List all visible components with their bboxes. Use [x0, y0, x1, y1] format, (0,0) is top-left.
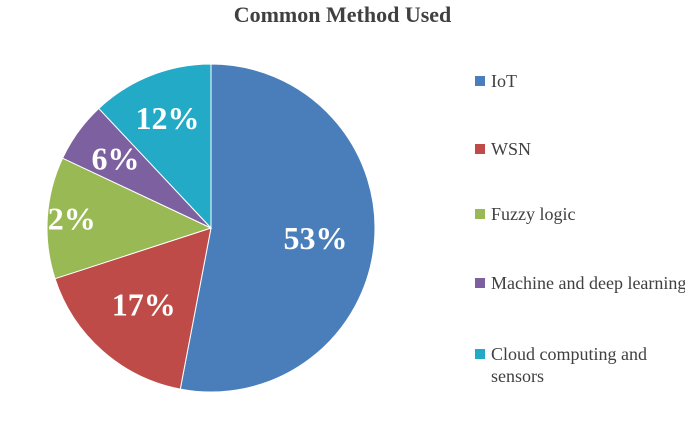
data-label-machine-deep-learning: 6% [91, 141, 139, 177]
legend-label-machine-deep-learning: Machine and deep learning [491, 273, 685, 293]
legend-item-cloud-computing-sensors: Cloud computing and sensors [475, 343, 685, 387]
pie-slice-iot [179, 63, 376, 393]
pie-slice-cloud-computing-sensors [98, 63, 212, 230]
legend-label-cloud-computing-sensors: Cloud computing and sensors [491, 344, 647, 386]
legend-label-wsn: WSN [491, 139, 531, 159]
legend-item-wsn: WSN [475, 138, 685, 160]
pie-slice-wsn [54, 227, 212, 390]
data-label-iot: 53% [283, 220, 347, 256]
legend-item-machine-deep-learning: Machine and deep learning [475, 272, 685, 294]
legend-swatch-iot [475, 76, 485, 86]
legend-label-fuzzy-logic: Fuzzy logic [491, 204, 576, 224]
legend-item-fuzzy-logic: Fuzzy logic [475, 203, 685, 225]
legend-swatch-fuzzy-logic [475, 209, 485, 219]
chart-title: Common Method Used [233, 2, 452, 27]
legend-swatch-machine-deep-learning [475, 278, 485, 288]
legend-item-iot: IoT [475, 70, 685, 92]
data-label-wsn: 17% [112, 286, 176, 322]
data-label-cloud-computing-sensors: 12% [136, 100, 200, 136]
legend-swatch-wsn [475, 144, 485, 154]
pie-slice-fuzzy-logic [46, 157, 213, 280]
legend-label-iot: IoT [491, 71, 517, 91]
data-label-fuzzy-logic: 12% [32, 201, 96, 237]
legend-swatch-cloud-computing-sensors [475, 349, 485, 359]
